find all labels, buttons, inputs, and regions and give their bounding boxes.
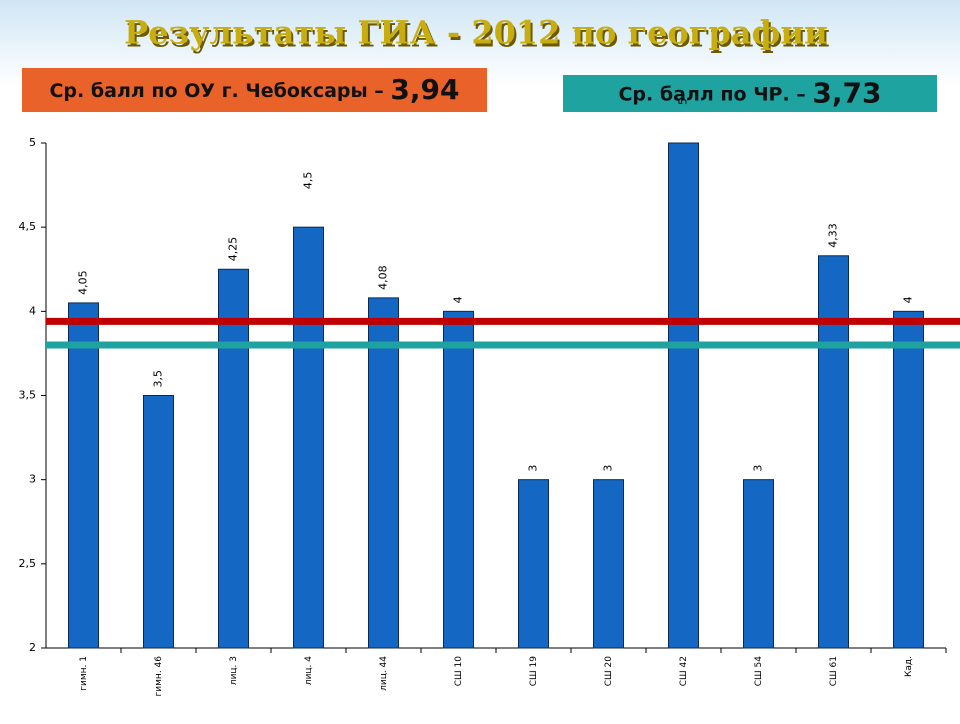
badge-box	[22, 68, 487, 112]
x-tick-label: СШ 42	[679, 656, 689, 686]
x-tick-label: лиц. 4	[304, 656, 314, 685]
badge-label: Ср. балл по ОУ г. Чебоксары –	[49, 80, 390, 102]
x-tick-label: СШ 54	[754, 656, 764, 686]
value-label: 4,5	[302, 172, 315, 190]
x-tick-label: гимн. 1	[79, 656, 89, 691]
x-tick-label: СШ 19	[529, 656, 539, 686]
value-label: 4	[902, 296, 915, 303]
bar	[443, 310, 474, 649]
y-tick-label: 2,5	[19, 557, 37, 570]
bar	[668, 142, 699, 649]
title-shadow: Результаты ГИА - 2012 по географии	[126, 17, 830, 55]
value-label: 3	[752, 465, 765, 472]
value-label: 4,33	[827, 223, 840, 248]
bar	[518, 479, 549, 649]
value-label: 3,5	[152, 370, 165, 388]
value-label: 4,25	[227, 237, 240, 262]
bar	[368, 297, 399, 649]
badge-text: Ср. балл по ЧР. – 3,73	[618, 77, 881, 110]
x-tick-label: лиц. 3	[229, 656, 239, 685]
value-label: 4,05	[77, 270, 90, 295]
chart-title: Результаты ГИА - 2012 по географии	[124, 14, 828, 52]
x-tick-label: СШ 61	[829, 656, 839, 686]
badge-box	[563, 75, 937, 112]
value-label: 4	[452, 296, 465, 303]
bar	[743, 479, 774, 649]
badge-value: 3,94	[390, 73, 459, 106]
bar	[68, 302, 99, 649]
y-tick-label: 4	[29, 304, 36, 317]
badge-label: Ср. балл по ЧР. –	[618, 83, 812, 105]
bar	[143, 395, 174, 649]
bar	[593, 479, 624, 649]
bar	[218, 268, 249, 649]
bar	[293, 226, 324, 649]
y-tick-label: 3	[29, 473, 36, 486]
value-label: 3	[602, 465, 615, 472]
y-tick-label: 3,5	[19, 389, 37, 402]
y-tick-label: 4,5	[19, 220, 37, 233]
bar	[818, 255, 849, 649]
y-tick-label: 2	[29, 641, 36, 654]
x-tick-label: СШ 20	[604, 656, 614, 686]
x-tick-label: СШ 10	[454, 656, 464, 686]
value-label: 4,08	[377, 265, 390, 290]
value-label: 5	[677, 98, 690, 105]
badge-text: Ср. балл по ОУ г. Чебоксары – 3,94	[49, 73, 459, 106]
x-tick-label: лиц. 44	[379, 656, 389, 691]
x-tick-label: гимн. 46	[154, 656, 164, 697]
badge-value: 3,73	[812, 77, 881, 110]
bar	[893, 310, 924, 649]
value-label: 3	[527, 465, 540, 472]
x-tick-label: Кад.	[904, 656, 914, 677]
y-tick-label: 5	[29, 136, 36, 149]
